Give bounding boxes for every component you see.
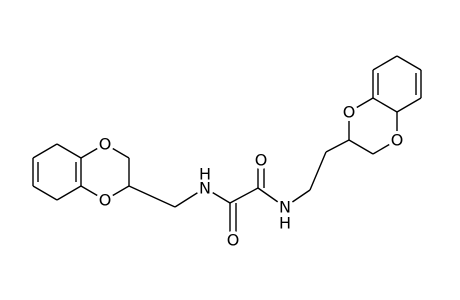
hydrogen-label: H bbox=[279, 214, 291, 233]
atom-label: O bbox=[227, 231, 240, 250]
atom-label: O bbox=[391, 131, 404, 150]
label-mask bbox=[196, 179, 214, 197]
atom-label: O bbox=[343, 103, 356, 122]
hydrogen-label: H bbox=[199, 165, 211, 184]
label-mask bbox=[199, 166, 211, 182]
label-mask bbox=[388, 131, 406, 149]
label-mask bbox=[96, 191, 114, 209]
label-mask bbox=[340, 103, 358, 121]
atom-label: N bbox=[199, 179, 211, 198]
atom-label: N bbox=[279, 198, 291, 217]
label-mask bbox=[276, 198, 294, 216]
atom-label: O bbox=[255, 151, 268, 170]
label-mask bbox=[96, 135, 114, 153]
bonds bbox=[32, 55, 422, 240]
label-mask bbox=[224, 231, 242, 249]
label-mask bbox=[252, 151, 270, 169]
atom-label: O bbox=[99, 191, 112, 210]
atom-label: O bbox=[99, 135, 112, 154]
label-mask bbox=[279, 215, 291, 231]
